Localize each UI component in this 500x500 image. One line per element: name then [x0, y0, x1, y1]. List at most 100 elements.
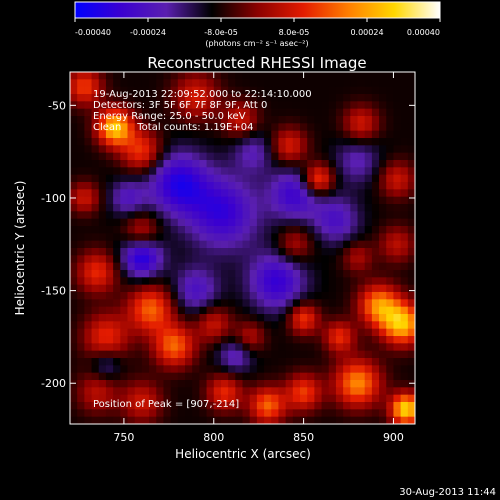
plot-frame — [69, 71, 416, 425]
heatmap-cell — [386, 284, 394, 293]
heatmap-cell — [242, 394, 251, 403]
heatmap-cell — [407, 314, 416, 322]
heatmap-cell — [127, 233, 136, 242]
heatmap-cell — [264, 248, 272, 256]
heatmap-cell — [314, 277, 322, 286]
heatmap-cell — [134, 174, 143, 183]
heatmap-cell — [156, 416, 164, 425]
heatmap-cell — [300, 284, 308, 293]
heatmap-cell — [242, 72, 251, 80]
heatmap-cell — [371, 94, 380, 102]
heatmap-cell — [235, 160, 243, 168]
heatmap-cell — [300, 116, 308, 124]
heatmap-cell — [206, 350, 215, 359]
heatmap-cell — [264, 409, 272, 418]
heatmap-cell — [357, 416, 366, 425]
heatmap-cell — [163, 402, 172, 410]
heatmap-cell — [235, 343, 243, 352]
colorbar-tick-label: -0.00024 — [130, 28, 166, 37]
heatmap-cell — [149, 116, 157, 124]
heatmap-cell — [185, 416, 193, 425]
heatmap-cell — [321, 299, 330, 308]
heatmap-cell — [134, 409, 143, 418]
heatmap-cell — [393, 145, 402, 154]
heatmap-cell — [127, 284, 136, 293]
heatmap-cell — [199, 116, 207, 124]
heatmap-cell — [264, 277, 272, 286]
heatmap-cell — [177, 138, 186, 146]
heatmap-cell — [177, 108, 186, 117]
heatmap-cell — [249, 160, 258, 168]
heatmap-cell — [98, 306, 107, 315]
heatmap-cell — [256, 416, 265, 425]
heatmap-cell — [278, 299, 287, 308]
heatmap-cell — [400, 108, 409, 117]
heatmap-cell — [199, 233, 207, 242]
heatmap-cell — [206, 211, 215, 220]
heatmap-cell — [371, 138, 380, 146]
heatmap-cell — [328, 196, 337, 205]
heatmap-cell — [307, 174, 315, 183]
heatmap-cell — [386, 409, 394, 418]
heatmap-cell — [149, 167, 157, 176]
heatmap-cell — [170, 416, 179, 425]
heatmap-cell — [91, 416, 100, 425]
heatmap-cell — [335, 306, 344, 315]
heatmap-cell — [264, 226, 272, 234]
heatmap-cell — [249, 248, 258, 256]
heatmap-cell — [321, 160, 330, 168]
heatmap-cell — [163, 196, 172, 205]
heatmap-cell — [77, 380, 85, 388]
heatmap-cell — [199, 277, 207, 286]
heatmap-cell — [213, 314, 222, 322]
heatmap-cell — [321, 277, 330, 286]
heatmap-cell — [350, 321, 358, 330]
heatmap-cell — [77, 204, 85, 212]
heatmap-cell — [177, 79, 186, 88]
heatmap-cell — [177, 277, 186, 286]
heatmap-cell — [185, 204, 193, 212]
heatmap-cell — [77, 248, 85, 256]
heatmap-cell — [141, 101, 150, 110]
heatmap-cell — [264, 387, 272, 396]
heatmap-cell — [235, 248, 243, 256]
heatmap-cell — [256, 138, 265, 146]
heatmap-cell — [141, 409, 150, 418]
heatmap-cell — [400, 387, 409, 396]
heatmap-cell — [228, 218, 236, 227]
heatmap-cell — [292, 189, 301, 198]
heatmap-cell — [249, 182, 258, 190]
heatmap-cell — [105, 108, 114, 117]
heatmap-cell — [285, 262, 294, 271]
heatmap-cell — [77, 72, 85, 80]
heatmap-cell — [192, 152, 200, 161]
heatmap-cell — [278, 189, 287, 198]
heatmap-cell — [271, 314, 279, 322]
y-tick-label: -150 — [41, 285, 66, 298]
heatmap-cell — [127, 248, 136, 256]
heatmap-cell — [120, 108, 128, 117]
heatmap-cell — [177, 365, 186, 374]
heatmap-cell — [314, 358, 322, 366]
heatmap-cell — [393, 152, 402, 161]
heatmap-cell — [371, 328, 380, 337]
heatmap-cell — [249, 138, 258, 146]
heatmap-cell — [314, 233, 322, 242]
heatmap-cell — [163, 277, 172, 286]
heatmap-cell — [120, 409, 128, 418]
heatmap-cell — [163, 138, 172, 146]
heatmap-cell — [249, 365, 258, 374]
heatmap-cell — [170, 101, 179, 110]
heatmap-cell — [249, 262, 258, 271]
heatmap-cell — [141, 387, 150, 396]
heatmap-cell — [379, 240, 387, 249]
heatmap-cell — [307, 255, 315, 264]
heatmap-cell — [120, 167, 128, 176]
heatmap-cell — [264, 321, 272, 330]
heatmap-cell — [292, 130, 301, 139]
heatmap-cell — [170, 394, 179, 403]
heatmap-cell — [271, 270, 279, 278]
heatmap-cell — [314, 380, 322, 388]
heatmap-cell — [400, 350, 409, 359]
heatmap-cell — [156, 336, 164, 344]
